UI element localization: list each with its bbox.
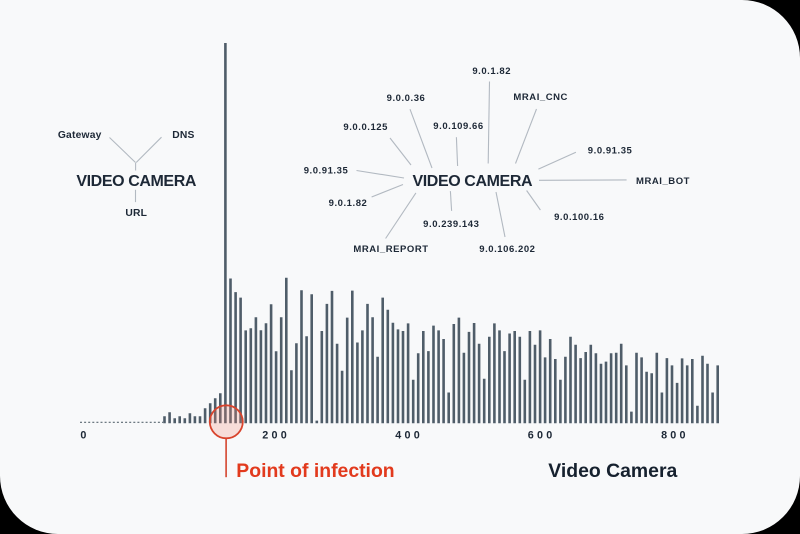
svg-text:9.0.1.82: 9.0.1.82 xyxy=(472,66,511,77)
svg-text:400: 400 xyxy=(395,430,423,442)
svg-text:9.0.239.143: 9.0.239.143 xyxy=(423,219,479,230)
svg-text:Video Camera: Video Camera xyxy=(548,460,677,482)
svg-text:Point of infection: Point of infection xyxy=(236,460,394,482)
svg-text:600: 600 xyxy=(528,430,556,442)
svg-text:MRAI_BOT: MRAI_BOT xyxy=(636,176,690,187)
svg-text:MRAI_CNC: MRAI_CNC xyxy=(513,92,568,103)
svg-text:800: 800 xyxy=(661,430,689,442)
svg-text:0: 0 xyxy=(80,430,89,442)
svg-text:URL: URL xyxy=(125,208,147,219)
svg-text:9.0.0.125: 9.0.0.125 xyxy=(343,122,388,133)
svg-text:9.0.91.35: 9.0.91.35 xyxy=(588,146,633,157)
svg-text:9.0.91.35: 9.0.91.35 xyxy=(304,166,349,177)
svg-text:9.0.0.36: 9.0.0.36 xyxy=(387,93,426,104)
svg-text:200: 200 xyxy=(262,430,290,442)
svg-text:9.0.1.82: 9.0.1.82 xyxy=(329,198,368,209)
svg-text:VIDEO CAMERA: VIDEO CAMERA xyxy=(76,173,196,190)
svg-text:MRAI_REPORT: MRAI_REPORT xyxy=(353,244,428,255)
svg-text:9.0.100.16: 9.0.100.16 xyxy=(554,212,604,223)
svg-text:DNS: DNS xyxy=(172,130,194,141)
svg-text:9.0.106.202: 9.0.106.202 xyxy=(479,244,535,255)
svg-text:Gateway: Gateway xyxy=(58,130,102,141)
svg-text:VIDEO CAMERA: VIDEO CAMERA xyxy=(412,173,532,190)
svg-text:9.0.109.66: 9.0.109.66 xyxy=(433,121,483,132)
